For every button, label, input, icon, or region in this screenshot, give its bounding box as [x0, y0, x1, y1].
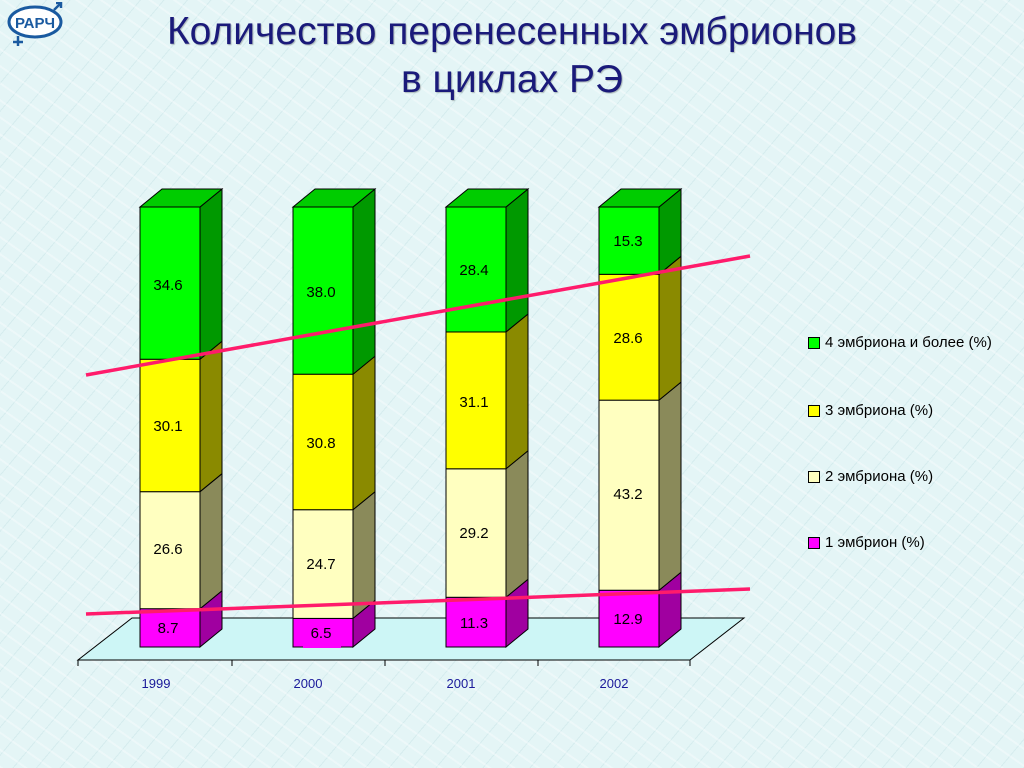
bar-side-2001-s3 [505, 187, 529, 334]
bar-segment-1999-s1 [139, 491, 201, 610]
legend-item: 4 эмбриона и более (%) [808, 332, 995, 354]
bar-segment-2002-s3 [598, 206, 660, 275]
legend-label: 4 эмбриона и более (%) [825, 334, 992, 351]
value-label-bg [602, 602, 652, 628]
bar-segment-2000-s1 [292, 509, 354, 619]
value-label-1999-s0: 8.7 [158, 620, 179, 637]
x-tick-label-1999: 1999 [142, 676, 171, 691]
bar-segment-2000-s3 [292, 206, 354, 375]
legend-swatch [808, 405, 820, 417]
bar-side-1999-s3 [199, 187, 223, 361]
bar-side-1999-s1 [199, 472, 223, 610]
x-tick-label-2001: 2001 [447, 676, 476, 691]
bar-top-2000 [291, 188, 377, 208]
bar-segment-2001-s3 [445, 206, 507, 333]
bar-top-1999 [138, 188, 224, 208]
value-label-2000-s1: 24.7 [306, 556, 335, 573]
bar-side-2002-s2 [658, 255, 682, 402]
rarch-logo: РАРЧ [7, 2, 63, 46]
value-label-2001-s1: 29.2 [459, 525, 488, 542]
x-tick-label-2002: 2002 [600, 676, 629, 691]
value-label-bg [147, 614, 191, 640]
title-line-2: в циклах РЭ [400, 58, 623, 101]
bar-segment-1999-s3 [139, 206, 201, 360]
svg-text:РАРЧ: РАРЧ [15, 15, 55, 32]
value-label-1999-s2: 30.1 [153, 418, 182, 435]
bar-side-1999-s2 [199, 340, 223, 493]
legend-label: 1 эмбрион (%) [825, 534, 925, 551]
trend-line-lower [85, 587, 751, 616]
trend-line-upper [85, 254, 751, 377]
value-label-bg [449, 608, 497, 634]
x-tick-label-2000: 2000 [294, 676, 323, 691]
bar-segment-2002-s1 [598, 399, 660, 591]
bar-top-2001 [444, 188, 530, 208]
bar-side-2002-s1 [658, 381, 682, 592]
value-label-2001-s3: 28.4 [459, 262, 488, 279]
legend-item: 1 эмбрион (%) [808, 532, 995, 554]
value-label-2002-s3: 15.3 [613, 233, 642, 250]
bar-segment-2001-s1 [445, 468, 507, 598]
title-line-1: Количество перенесенных эмбрионов [166, 10, 858, 53]
bar-top-2002 [597, 188, 683, 208]
legend-item: 2 эмбриона (%) [808, 466, 995, 488]
legend-label: 3 эмбриона (%) [825, 402, 934, 419]
value-label-2000-s3: 38.0 [306, 284, 335, 301]
page-title: Количество перенесенных эмбрионов в цикл… [0, 8, 1024, 104]
value-label-bg [303, 620, 341, 648]
bar-side-2001-s1 [505, 449, 529, 599]
value-label-2000-s2: 30.8 [306, 435, 335, 452]
bar-side-2000-s3 [352, 187, 376, 376]
value-label-2001-s2: 31.1 [459, 394, 488, 411]
bar-segment-2000-s2 [292, 373, 354, 511]
legend-swatch [808, 471, 820, 483]
bar-side-2000-s2 [352, 355, 376, 511]
bar-segment-2001-s2 [445, 331, 507, 470]
value-label-2002-s1: 43.2 [613, 486, 642, 503]
value-label-2002-s0: 12.9 [613, 611, 642, 628]
bar-segment-1999-s2 [139, 358, 201, 493]
value-label-2000-s0: 6.5 [311, 625, 332, 642]
value-label-2002-s2: 28.6 [613, 330, 642, 347]
bar-segment-2002-s2 [598, 273, 660, 401]
legend-label: 2 эмбриона (%) [825, 468, 934, 485]
value-label-1999-s1: 26.6 [153, 541, 182, 558]
legend-swatch [808, 337, 820, 349]
legend-swatch [808, 537, 820, 549]
legend-item: 3 эмбриона (%) [808, 400, 995, 422]
value-label-2001-s0: 11.3 [460, 615, 488, 632]
bar-side-2000-s1 [352, 490, 376, 620]
bar-side-2001-s2 [505, 312, 529, 470]
value-label-1999-s3: 34.6 [153, 277, 182, 294]
